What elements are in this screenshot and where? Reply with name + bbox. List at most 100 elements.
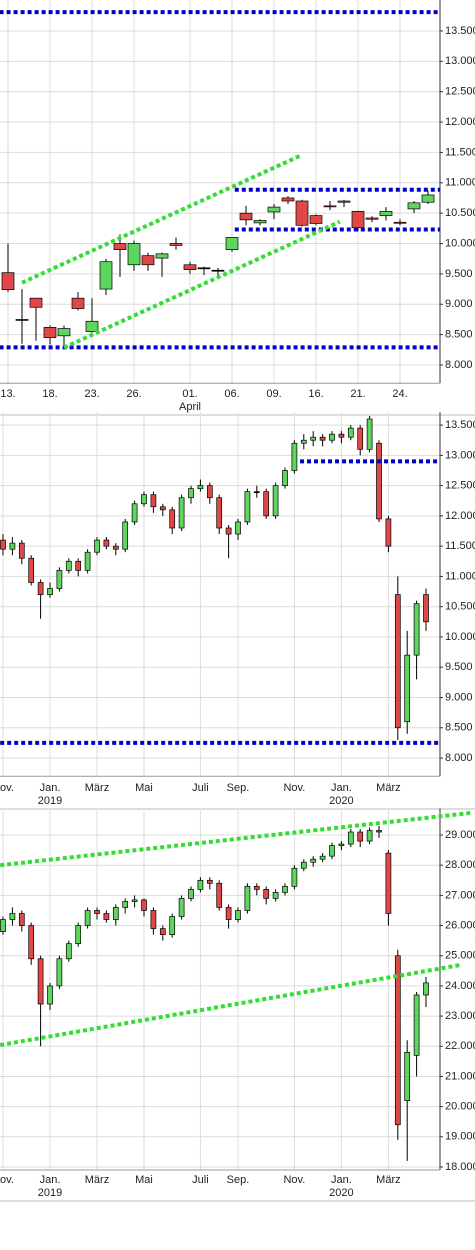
candle-body [113,243,127,250]
candle-body [0,539,6,550]
candle-body [253,885,260,890]
candle-body [99,261,113,290]
candle-body [178,898,185,917]
y-tick-label: 12.000 [445,116,475,128]
candle-body [379,210,393,216]
candle-body [385,518,392,547]
candle-body [244,491,251,523]
candle-body [423,594,429,623]
candle-body [413,603,420,656]
candle-body [216,882,223,908]
x-tick-label: 24. [392,388,407,400]
x-tick-label: 18. [42,388,57,400]
x-tick-label: März [376,782,400,794]
y-tick-label: 12.500 [445,86,475,98]
candle-body [263,889,270,899]
x-tick-label: Mai [135,782,153,794]
x-tick-label: 01. [182,388,197,400]
candle-body [75,925,82,945]
candle-body [169,243,183,246]
candle-body [394,955,401,1126]
x-tick-label: Nov. [0,782,14,794]
y-tick-label: 10.500 [445,207,475,219]
candle-body [347,831,354,845]
y-tick-label: 11.000 [445,570,475,582]
candle-body [84,910,91,926]
candle-body [385,852,392,914]
y-tick-label: 10.000 [445,631,475,643]
candle-body [103,539,110,547]
candle-body [366,830,373,842]
candle-body [206,879,213,884]
x-tick-label: 23. [84,388,99,400]
candle-body [9,913,16,920]
candle-body [365,217,379,220]
candle-body [337,200,351,203]
candle-body [291,867,298,887]
candle-body [310,436,317,441]
candle-body [15,319,29,321]
candle-body [253,220,267,224]
candle-body [376,830,382,833]
candle-body [253,491,260,494]
candle-body [169,916,176,935]
candle-body [141,255,155,266]
y-tick-label: 10.500 [445,601,475,613]
candle-body [272,892,279,899]
y-tick-label: 24.000 [445,980,475,992]
candle-body [56,570,63,589]
candle-body [225,527,232,535]
candle-body [1,272,15,291]
candle-body [225,907,232,920]
candle-body [282,470,288,486]
y-tick-label: 28.000 [445,859,475,871]
candle-body [211,269,225,272]
trend-line [21,154,301,285]
y-tick-label: 9.000 [445,298,473,310]
candle-body [169,509,176,529]
candle-body [71,297,85,309]
candle-body [183,264,197,270]
y-tick-label: 9.500 [445,661,473,673]
candle-body [141,494,147,505]
y-tick-label: 9.000 [445,691,473,703]
candle-body [421,194,435,203]
x-tick-label: Jan. [331,1174,352,1186]
candle-body [159,928,166,935]
candle-body [37,582,44,595]
candle-body [122,901,129,908]
candle-body [338,843,345,846]
trend-line [0,963,461,1048]
x-tick-label: Nov. [0,1174,14,1186]
candle-body [329,433,335,441]
x-sublabel: 2019 [38,795,62,807]
y-tick-label: 13.000 [445,55,475,67]
y-tick-label: 29.000 [445,829,475,841]
x-tick-label: Mai [135,1174,153,1186]
candle-body [197,267,211,270]
y-tick-label: 18.000 [445,1161,475,1173]
candle-body [407,202,421,210]
x-tick-label: März [376,1174,400,1186]
candle-body [37,958,44,1005]
candle-body [65,943,72,960]
candle-body [309,215,323,224]
candle-body [84,551,91,571]
trend-line [0,811,471,868]
candle-body [393,221,407,224]
y-tick-label: 21.000 [445,1070,475,1082]
x-tick-label: Sep. [227,782,250,794]
candle-body [28,557,35,583]
x-tick-label: Jan. [331,782,352,794]
x-tick-label: 26. [126,388,141,400]
candle-body [206,485,213,499]
candle-body [9,542,16,550]
y-tick-label: 26.000 [445,919,475,931]
candle-body [112,545,119,550]
candle-body [28,925,35,960]
x-sublabel: 2020 [329,795,353,807]
candle-body [357,831,364,842]
candle-body [47,588,53,595]
candle-body [338,433,345,438]
candle-body [188,488,194,499]
